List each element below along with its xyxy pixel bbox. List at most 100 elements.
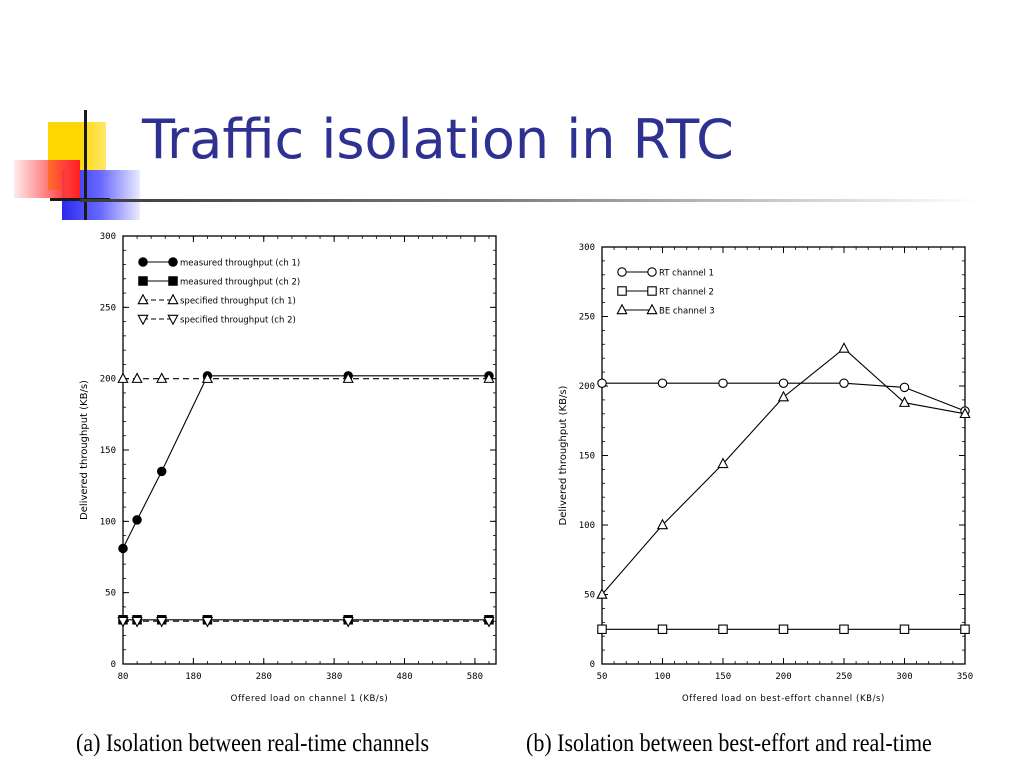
data-point (717, 457, 729, 469)
series-2 (597, 624, 970, 634)
chart-a: 0 50 100 150 200 250 300 80 180 280 380 480 580 Offer… (79, 232, 497, 704)
caption-b: (b) Isolation between best-effort and re… (526, 730, 932, 757)
legend-marker (137, 293, 149, 305)
data-point (131, 372, 143, 383)
legend-marker (168, 257, 178, 267)
x-tick-label: 580 (467, 672, 483, 682)
legend-label: specified throughput (ch 1) (180, 297, 296, 307)
data-point (899, 382, 910, 393)
series-4 (117, 616, 495, 628)
plot-frame (122, 235, 497, 665)
y-axis-label: Delivered throughput (KB/s) (558, 385, 569, 525)
x-tick-label: 350 (957, 672, 973, 682)
data-point (718, 378, 728, 388)
legend-label: measured throughput (ch 2) (180, 278, 300, 288)
data-point (596, 588, 608, 599)
data-point (118, 543, 128, 554)
x-tick-label: 300 (896, 672, 912, 682)
x-tick-label: 150 (715, 672, 731, 682)
data-point (898, 396, 911, 407)
accent-red-bar (14, 160, 80, 198)
data-point (342, 616, 354, 628)
data-point (483, 616, 495, 628)
slide-title: Traffic isolation in RTC (142, 108, 734, 171)
legend-marker (647, 286, 657, 296)
y-tick-label: 150 (100, 446, 116, 456)
data-point (131, 616, 143, 628)
title-underline (80, 199, 980, 202)
data-point (718, 624, 728, 634)
data-point (777, 390, 790, 402)
series-3 (117, 372, 495, 383)
data-point (117, 616, 129, 628)
series-2 (118, 615, 494, 625)
data-point (597, 378, 607, 388)
legend-label: RT channel 1 (659, 269, 714, 279)
x-tick-label: 180 (185, 672, 201, 682)
y-tick-label: 100 (100, 517, 116, 527)
x-axis-label: Offered load on best-effort channel (KB/… (682, 694, 885, 704)
x-tick-label: 200 (775, 672, 791, 682)
data-point (597, 624, 607, 634)
x-tick-label: 480 (396, 672, 412, 682)
y-tick-label: 150 (579, 452, 595, 462)
y-tick-label: 50 (105, 589, 116, 599)
data-point (839, 624, 849, 634)
data-point (156, 616, 168, 628)
y-tick-label: 200 (579, 382, 595, 392)
plot-frame (601, 246, 966, 665)
legend-marker (646, 303, 658, 315)
x-tick-label: 80 (118, 672, 129, 682)
x-tick-label: 50 (597, 672, 608, 682)
y-tick-label: 0 (590, 660, 595, 670)
y-tick-label: 50 (584, 591, 595, 601)
legend-marker (617, 267, 627, 277)
legend-label: measured throughput (ch 1) (180, 259, 300, 269)
legend-marker (138, 276, 148, 286)
caption-a: (a) Isolation between real-time channels (76, 730, 430, 757)
data-point (156, 372, 168, 383)
y-tick-label: 300 (579, 243, 595, 253)
y-tick-label: 0 (111, 660, 116, 670)
legend-label: specified throughput (ch 2) (180, 316, 296, 326)
data-point (778, 624, 789, 634)
series-line (122, 375, 489, 549)
data-point (117, 372, 129, 383)
accent-yellow-block-right (78, 122, 106, 170)
series-3 (596, 342, 971, 599)
data-point (132, 515, 142, 525)
data-point (960, 624, 970, 634)
data-point (839, 378, 849, 388)
data-point (201, 616, 214, 628)
series-1 (118, 371, 494, 554)
data-point (838, 342, 850, 353)
y-tick-label: 250 (579, 313, 595, 323)
series-1 (597, 378, 970, 416)
y-tick-label: 100 (579, 521, 595, 531)
y-axis-label: Delivered throughput (KB/s) (79, 380, 90, 520)
legend-marker (167, 314, 179, 326)
x-axis-label: Offered load on channel 1 (KB/s) (231, 694, 389, 704)
x-tick-label: 280 (256, 672, 272, 682)
data-point (156, 466, 167, 477)
data-point (656, 518, 669, 530)
data-point (342, 372, 354, 383)
data-point (201, 372, 214, 383)
legend-label: BE channel 3 (659, 307, 715, 317)
legend-marker (138, 257, 148, 267)
accent-vertical-line (84, 110, 87, 220)
y-tick-label: 300 (100, 232, 116, 242)
y-tick-label: 250 (100, 303, 116, 313)
data-point (483, 372, 495, 383)
legend-label: RT channel 2 (659, 288, 714, 298)
legend-marker (647, 267, 657, 277)
legend-marker (617, 286, 627, 296)
data-point (657, 378, 668, 388)
data-point (778, 378, 789, 388)
legend-marker (167, 293, 179, 305)
data-point (959, 407, 971, 419)
x-tick-label: 250 (836, 672, 852, 682)
y-tick-label: 200 (100, 375, 116, 385)
